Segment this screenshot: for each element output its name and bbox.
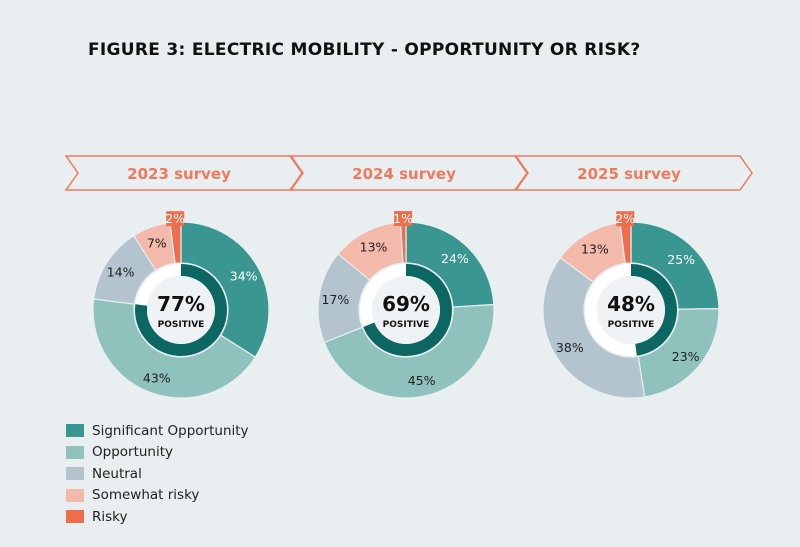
- data-label: 1%: [393, 211, 413, 226]
- positive-value: 77%: [157, 292, 205, 316]
- data-label: 2%: [165, 211, 185, 226]
- legend-swatch: [66, 445, 84, 459]
- legend-swatch: [66, 424, 84, 438]
- survey-banner: [289, 155, 528, 191]
- risky-label-bg: [616, 211, 635, 227]
- data-label: 13%: [360, 239, 388, 254]
- donut-slice-opportunity: [323, 303, 495, 399]
- positive-label: POSITIVE: [158, 320, 205, 330]
- positive-label: POSITIVE: [383, 320, 430, 330]
- risky-label-bg: [394, 211, 413, 227]
- data-label: 34%: [230, 269, 258, 284]
- legend-label: Risky: [92, 508, 128, 525]
- donut-slice-opportunity: [637, 308, 720, 398]
- data-label: 23%: [672, 349, 700, 364]
- legend: Significant Opportunity Opportunity Neutra…: [66, 420, 249, 528]
- positive-value: 69%: [382, 292, 430, 316]
- data-label: 38%: [556, 340, 584, 355]
- survey-banner-label: 2024 survey: [352, 165, 456, 183]
- risky-label-bg: [166, 211, 185, 227]
- data-label: 13%: [581, 241, 609, 256]
- legend-label: Neutral: [92, 465, 142, 482]
- positive-ring: [631, 264, 678, 356]
- figure-title: FIGURE 3: ELECTRIC MOBILITY - OPPORTUNIT…: [88, 40, 641, 60]
- legend-label: Somewhat risky: [92, 487, 200, 504]
- data-label: 17%: [321, 292, 349, 307]
- data-label: 25%: [667, 252, 695, 267]
- legend-item: Somewhat risky: [66, 485, 249, 507]
- positive-label: POSITIVE: [608, 320, 655, 330]
- data-label: 24%: [441, 251, 469, 266]
- center-disc: [597, 276, 665, 344]
- positive-value: 48%: [607, 292, 655, 316]
- legend-swatch: [66, 488, 84, 502]
- legend-label: Significant Opportunity: [92, 422, 249, 439]
- survey-banner-label: 2023 survey: [127, 165, 231, 183]
- donut-slice-neutral: [542, 256, 646, 399]
- center-disc: [147, 276, 215, 344]
- legend-label: Opportunity: [92, 444, 174, 461]
- legend-swatch: [66, 510, 84, 524]
- center-disc: [372, 276, 440, 344]
- legend-item: Significant Opportunity: [66, 420, 249, 442]
- donut-slice-significant-opportunity: [630, 221, 720, 310]
- data-label: 14%: [107, 265, 135, 280]
- legend-item: Neutral: [66, 463, 249, 485]
- data-label: 45%: [408, 373, 436, 388]
- data-label: 7%: [147, 236, 167, 251]
- legend-item: Opportunity: [66, 442, 249, 464]
- legend-item: Risky: [66, 506, 249, 528]
- donut-slice-significant-opportunity: [180, 221, 270, 358]
- legend-swatch: [66, 467, 84, 481]
- survey-banner: [514, 155, 753, 191]
- survey-banner-label: 2025 survey: [577, 165, 681, 183]
- data-label: 2%: [615, 211, 635, 226]
- donut-slice-opportunity: [92, 298, 257, 399]
- survey-banner: [64, 155, 303, 191]
- data-label: 43%: [143, 370, 171, 385]
